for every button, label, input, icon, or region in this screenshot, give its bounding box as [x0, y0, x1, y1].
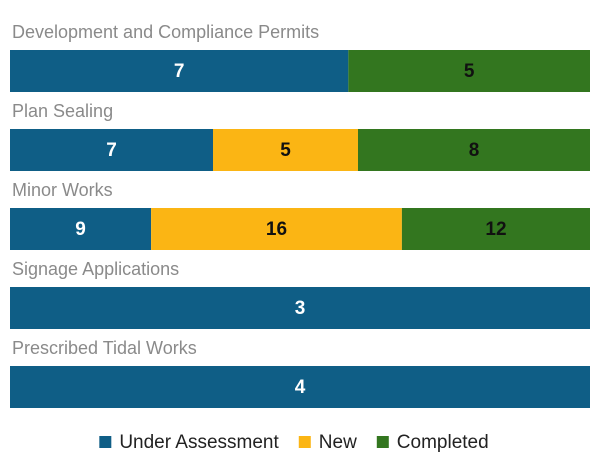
- bar-segment: [10, 287, 590, 329]
- legend-swatch: [376, 436, 389, 448]
- value-label: 16: [266, 219, 287, 240]
- bar-segment: [10, 208, 152, 250]
- bar-segment: [10, 366, 590, 408]
- category-label: Signage Applications: [12, 259, 179, 279]
- legend-label: Under Assessment: [119, 432, 279, 453]
- bar-segment: [358, 129, 590, 171]
- bar-segment: [10, 50, 349, 92]
- value-label: 12: [485, 219, 506, 240]
- value-label: 9: [75, 219, 86, 240]
- legend-swatch: [99, 436, 112, 448]
- value-label: 7: [106, 140, 117, 161]
- legend-label: Completed: [397, 432, 489, 453]
- category-label: Development and Compliance Permits: [12, 22, 319, 42]
- value-label: 8: [469, 140, 480, 161]
- bar-segment: [213, 129, 358, 171]
- category-label: Minor Works: [12, 180, 113, 200]
- category-label: Prescribed Tidal Works: [12, 338, 197, 358]
- value-label: 4: [295, 377, 306, 398]
- legend-swatch: [298, 436, 311, 448]
- category-label: Plan Sealing: [12, 101, 113, 121]
- bar-segment: [10, 129, 213, 171]
- bar-segment: [401, 208, 590, 250]
- bar-segment: [348, 50, 590, 92]
- value-label: 5: [464, 61, 475, 82]
- legend-label: New: [319, 432, 357, 453]
- value-label: 3: [295, 298, 306, 319]
- bar-segment: [151, 208, 402, 250]
- value-label: 5: [280, 140, 291, 161]
- value-label: 7: [174, 61, 185, 82]
